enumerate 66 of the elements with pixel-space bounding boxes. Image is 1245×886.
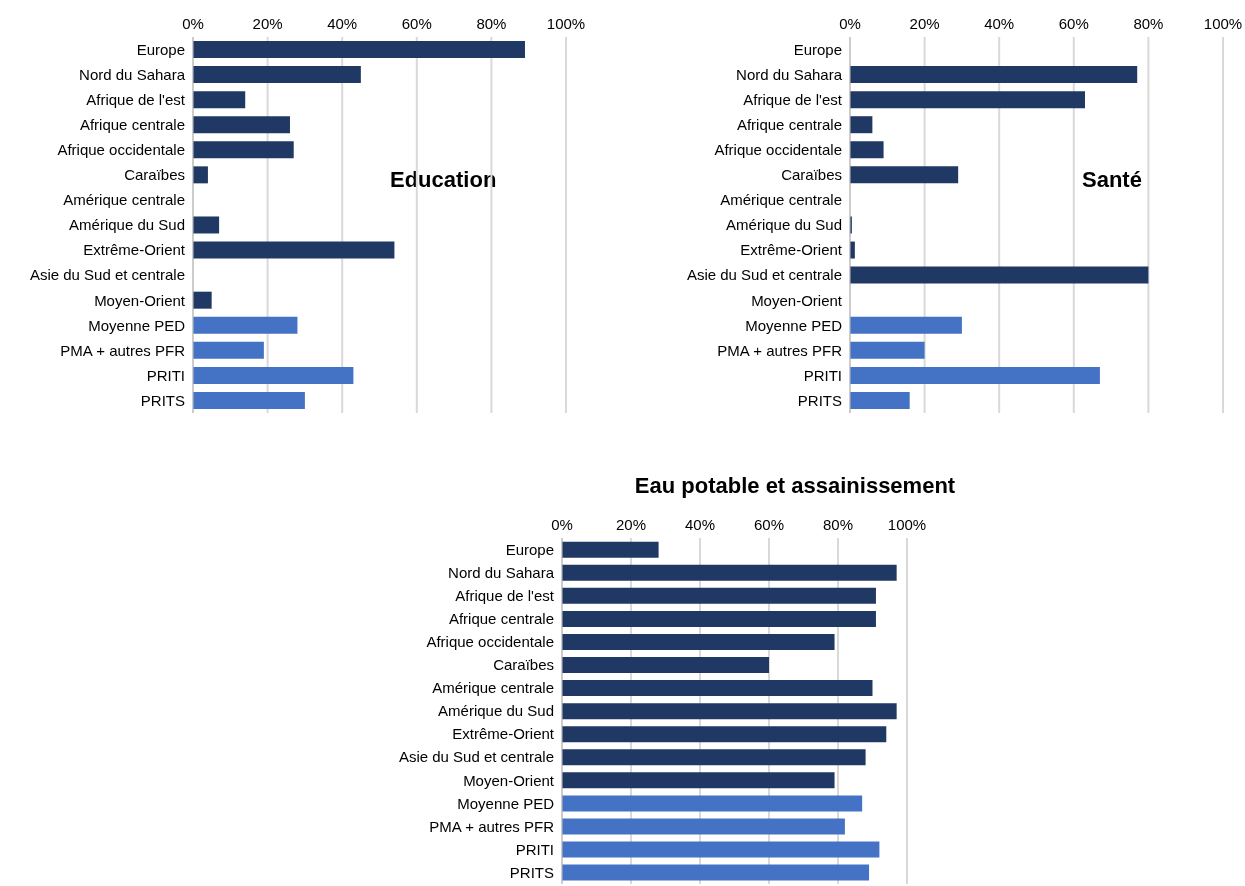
y-tick-label: Afrique occidentale	[57, 141, 185, 159]
y-tick-label: Caraïbes	[124, 166, 185, 184]
x-tick-label: 100%	[887, 516, 927, 533]
y-tick-label: Nord du Sahara	[448, 563, 555, 581]
x-tick-label: 40%	[984, 15, 1015, 32]
y-tick-label: Asie du Sud et centrale	[398, 748, 554, 766]
y-tick-label: Afrique centrale	[79, 116, 185, 134]
x-tick-label: 20%	[615, 516, 647, 533]
y-tick-label: Moyenne PED	[88, 316, 186, 334]
x-tick-label: 80%	[476, 15, 507, 32]
y-tick-label: PRITS	[509, 863, 554, 881]
y-tick-label: Amérique du Sud	[69, 216, 185, 234]
y-tick-label: PRITS	[797, 391, 842, 409]
x-tick-label: 0%	[839, 15, 861, 32]
y-tick-label: Moyenne PED	[745, 316, 843, 334]
y-tick-label: Afrique centrale	[448, 610, 554, 628]
y-tick-label: PRITI	[515, 840, 554, 858]
y-tick-label: Europe	[136, 40, 185, 58]
y-tick-label: Extrême-Orient	[452, 725, 555, 743]
y-tick-label: Nord du Sahara	[79, 65, 186, 83]
y-tick-label: Moyen-Orient	[463, 771, 555, 789]
x-tick-label: 20%	[909, 15, 940, 32]
y-tick-label: Caraïbes	[493, 656, 554, 674]
y-tick-label: Moyen-Orient	[751, 291, 843, 309]
y-tick-label: Amérique du Sud	[438, 702, 554, 720]
y-tick-label: Europe	[793, 40, 842, 58]
y-tick-label: Moyen-Orient	[94, 291, 186, 309]
x-tick-label: 80%	[822, 516, 854, 533]
y-tick-label: Afrique de l'est	[455, 586, 555, 604]
text: Santé	[1082, 167, 1142, 193]
x-tick-label: 100%	[1203, 15, 1243, 32]
x-tick-label: 0%	[182, 15, 204, 32]
y-tick-label: Moyenne PED	[457, 794, 555, 812]
y-tick-label: Caraïbes	[781, 166, 842, 184]
y-tick-label: PRITI	[803, 366, 842, 384]
x-tick-label: 40%	[684, 516, 716, 533]
y-tick-label: PRITS	[140, 391, 185, 409]
y-tick-label: Afrique centrale	[736, 116, 842, 134]
x-tick-label: 100%	[546, 15, 586, 32]
y-tick-label: Afrique occidentale	[426, 633, 554, 651]
x-tick-label: 60%	[1058, 15, 1089, 32]
x-tick-label: 80%	[1133, 15, 1164, 32]
x-tick-label: 0%	[551, 516, 573, 533]
y-tick-label: Afrique de l'est	[743, 90, 843, 108]
y-tick-label: Nord du Sahara	[736, 65, 843, 83]
y-tick-label: PMA + autres PFR	[60, 341, 186, 359]
y-tick-label: Afrique occidentale	[714, 141, 842, 159]
y-tick-label: Extrême-Orient	[740, 241, 843, 259]
y-tick-label: PMA + autres PFR	[717, 341, 843, 359]
x-tick-label: 20%	[252, 15, 283, 32]
y-tick-label: Amérique centrale	[63, 191, 185, 209]
text: Education	[390, 167, 497, 193]
y-tick-label: Amérique centrale	[720, 191, 842, 209]
x-tick-label: 40%	[327, 15, 358, 32]
y-tick-label: PMA + autres PFR	[429, 817, 555, 835]
y-tick-label: Amérique centrale	[432, 679, 554, 697]
x-tick-label: 60%	[753, 516, 785, 533]
y-tick-label: PRITI	[146, 366, 185, 384]
y-tick-label: Europe	[505, 540, 554, 558]
chart-title: Eau potable et assainissement	[633, 473, 957, 499]
y-tick-label: Asie du Sud et centrale	[686, 266, 842, 284]
y-tick-label: Amérique du Sud	[726, 216, 842, 234]
x-tick-label: 60%	[401, 15, 432, 32]
y-tick-label: Asie du Sud et centrale	[29, 266, 185, 284]
y-tick-label: Extrême-Orient	[83, 241, 186, 259]
y-tick-label: Afrique de l'est	[86, 90, 186, 108]
